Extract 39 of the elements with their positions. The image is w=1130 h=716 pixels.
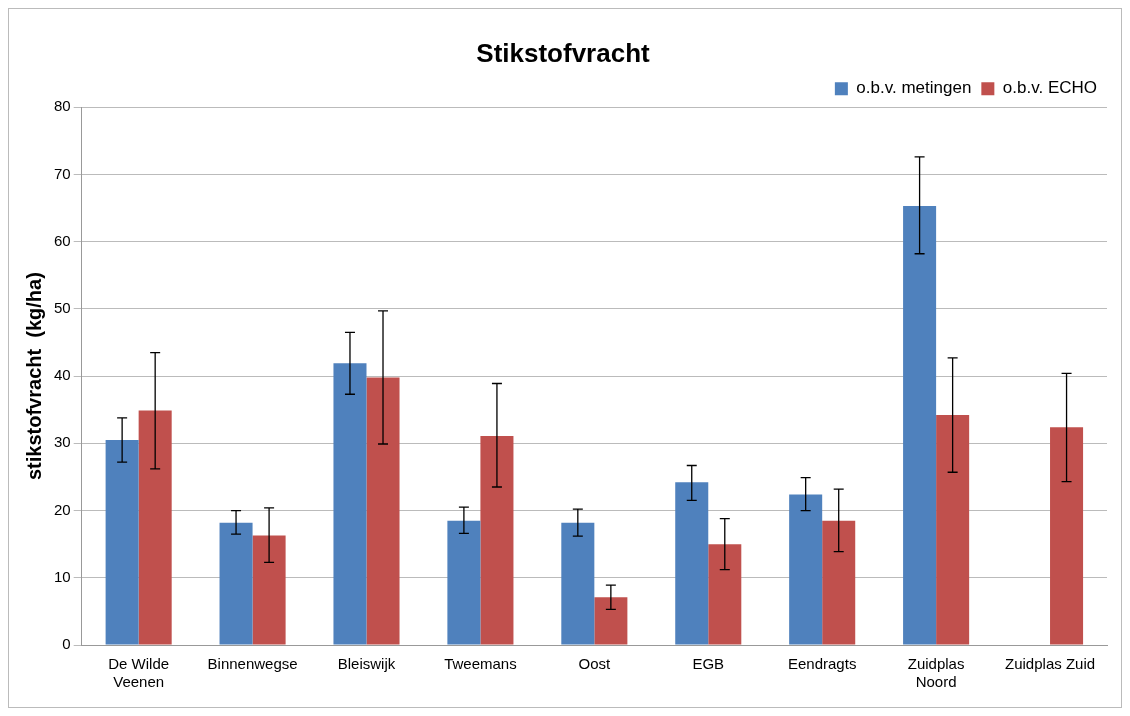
x-tick-label: EGB: [692, 655, 725, 673]
x-tick-label: Binnenwegse: [207, 655, 298, 673]
x-tick-label: De Wilde Veenen: [108, 655, 170, 691]
x-tick-label: Bleiswijk: [337, 655, 396, 673]
y-tick-label: 50: [54, 299, 71, 317]
x-tick-label: Eendragts: [787, 655, 857, 673]
bar: [903, 206, 937, 645]
bar: [219, 522, 253, 645]
bar: [480, 435, 514, 645]
bar: [789, 494, 823, 645]
y-axis-title: stikstofvracht (kg/ha): [22, 272, 45, 481]
x-tick-label: Tweemans: [444, 655, 517, 673]
bar: [561, 522, 595, 645]
bar: [936, 415, 970, 645]
y-tick-label: 20: [54, 500, 71, 518]
y-tick-label: 70: [54, 164, 71, 182]
chart-title: Stikstofvracht: [476, 37, 651, 68]
bar: [1050, 427, 1084, 645]
x-tick-label: Oost: [578, 655, 612, 673]
legend-label: o.b.v. ECHO: [1002, 78, 1097, 98]
bar: [447, 520, 481, 645]
bar: [594, 597, 628, 645]
x-tick-label: Zuidplas Zuid: [1005, 655, 1096, 673]
bar: [708, 544, 742, 645]
bar: [138, 410, 172, 645]
y-tick-label: 40: [54, 366, 71, 384]
bar: [252, 535, 286, 645]
y-tick-label: 30: [54, 433, 71, 451]
legend-label: o.b.v. metingen: [856, 78, 972, 98]
y-tick-label: 10: [54, 567, 71, 585]
y-tick-label: 60: [54, 231, 71, 249]
bar: [105, 439, 139, 645]
bar: [675, 482, 709, 645]
y-tick-label: 0: [62, 635, 71, 653]
bar: [366, 377, 400, 645]
bar: [333, 363, 367, 645]
y-tick-label: 80: [54, 97, 71, 115]
x-tick-label: Zuidplas Noord: [907, 655, 965, 691]
bar: [822, 520, 856, 645]
